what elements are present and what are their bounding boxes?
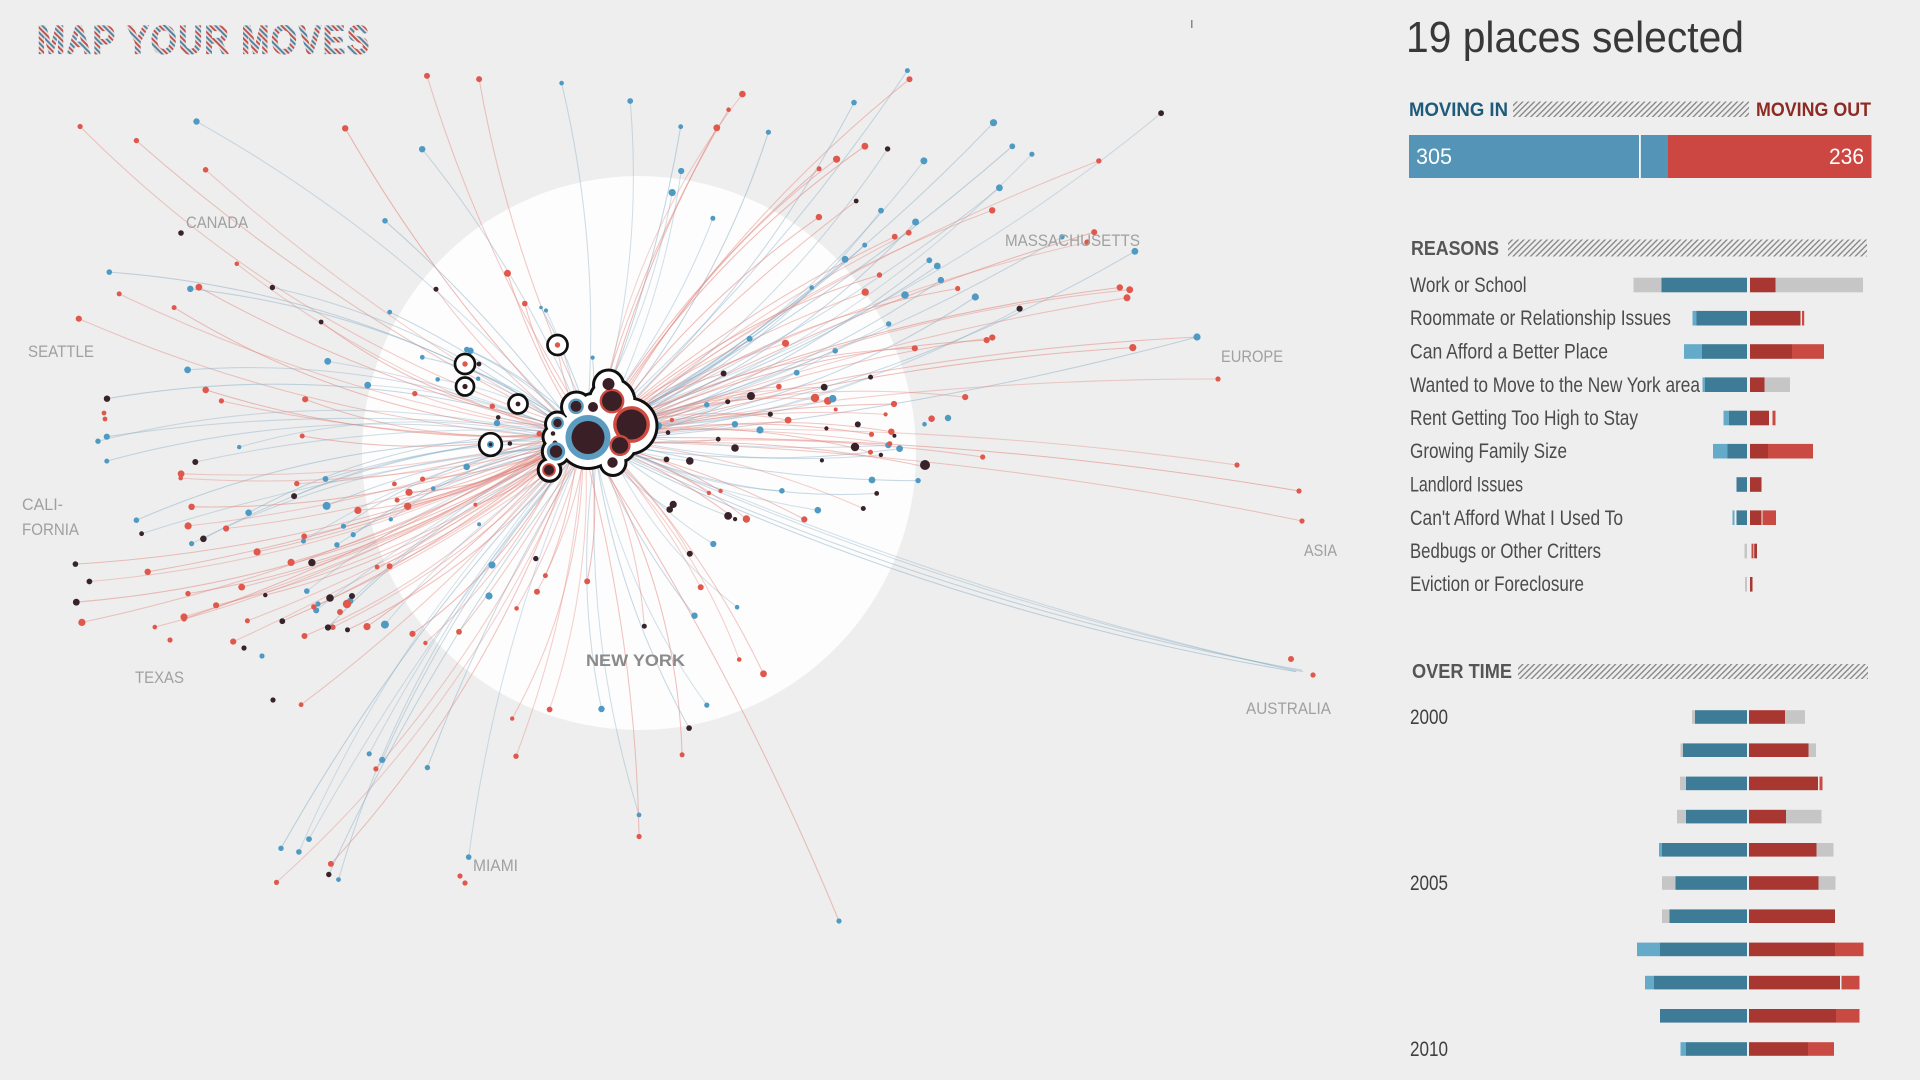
svg-text:MOVING OUT: MOVING OUT [1756,100,1871,121]
svg-text:SEATTLE: SEATTLE [28,342,94,361]
svg-text:236: 236 [1829,144,1864,169]
svg-text:OVER TIME: OVER TIME [1412,660,1512,683]
svg-text:CALI-: CALI- [22,495,63,514]
svg-text:Wanted to Move to the New York: Wanted to Move to the New York area [1410,373,1700,397]
svg-text:MOVING IN: MOVING IN [1409,100,1508,121]
svg-text:TEXAS: TEXAS [135,668,184,687]
svg-text:305: 305 [1416,144,1452,169]
svg-text:Growing Family Size: Growing Family Size [1410,439,1567,463]
svg-text:CANADA: CANADA [186,213,249,232]
svg-text:Bedbugs or Other Critters: Bedbugs or Other Critters [1410,539,1601,563]
svg-text:Eviction or Foreclosure: Eviction or Foreclosure [1410,572,1584,596]
svg-text:MAP YOUR MOVES: MAP YOUR MOVES [37,19,371,63]
svg-text:EUROPE: EUROPE [1221,347,1283,366]
svg-text:FORNIA: FORNIA [22,520,80,539]
svg-text:MIAMI: MIAMI [473,856,518,875]
svg-text:Can't Afford What I Used To: Can't Afford What I Used To [1410,506,1623,530]
svg-text:Landlord Issues: Landlord Issues [1410,473,1523,497]
svg-text:Can Afford a Better Place: Can Afford a Better Place [1410,340,1608,364]
svg-text:REASONS: REASONS [1411,237,1499,260]
svg-text:Roommate or Relationship Issue: Roommate or Relationship Issues [1410,306,1671,330]
svg-text:2000: 2000 [1410,706,1448,729]
svg-text:NEW YORK: NEW YORK [586,651,686,670]
svg-text:ASIA: ASIA [1304,541,1338,560]
svg-text:2005: 2005 [1410,872,1448,895]
svg-text:Rent Getting Too High to Stay: Rent Getting Too High to Stay [1410,406,1638,430]
svg-text:MASSACHUSETTS: MASSACHUSETTS [1005,231,1140,250]
svg-text:19 places selected: 19 places selected [1406,13,1744,62]
svg-text:2010: 2010 [1410,1038,1448,1061]
svg-text:AUSTRALIA: AUSTRALIA [1246,699,1332,718]
svg-text:Work or School: Work or School [1410,273,1527,297]
